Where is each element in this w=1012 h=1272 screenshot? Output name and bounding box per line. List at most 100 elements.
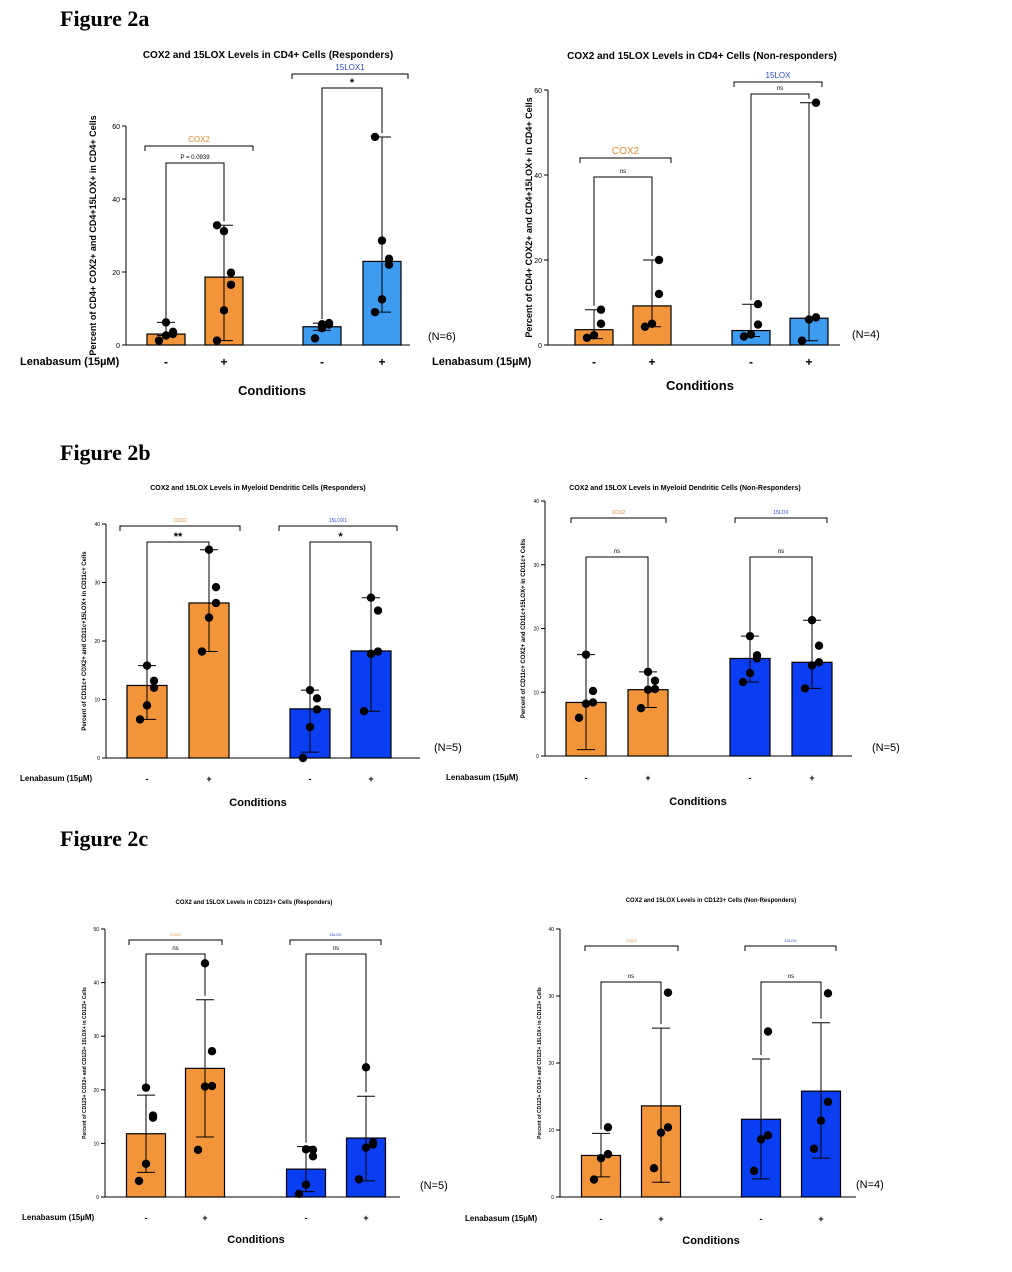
comparison-bracket: [749, 556, 813, 633]
y-tick-label: 30: [93, 1034, 99, 1040]
data-point: [603, 1149, 613, 1159]
y-tick-label: 10: [94, 698, 100, 704]
y-tick-label: 40: [533, 499, 539, 505]
data-point: [148, 1111, 158, 1120]
x-category-label: -: [309, 774, 312, 784]
x-category-label: +: [378, 355, 385, 369]
chart-panel-6: COX2 and 15LOX Levels in CD123+ Cells (N…: [465, 898, 884, 1247]
data-point: [366, 593, 376, 602]
x-category-label: +: [818, 1214, 823, 1224]
y-tick-label: 0: [536, 754, 539, 760]
y-tick-label: 60: [112, 124, 120, 131]
lenabasum-row-label: Lenabasum (15µM): [446, 773, 519, 782]
y-tick-label: 40: [534, 173, 542, 180]
data-point: [647, 319, 657, 328]
data-point: [373, 647, 383, 656]
x-axis-label: Conditions: [229, 797, 286, 809]
data-point: [636, 703, 646, 713]
lenabasum-row-label: Lenabasum (15µM): [20, 356, 120, 368]
significance-label: ns: [333, 946, 339, 952]
data-point: [814, 658, 824, 667]
data-point: [763, 1131, 773, 1140]
data-point: [589, 331, 599, 340]
y-tick-label: 40: [548, 927, 554, 933]
data-point: [226, 280, 236, 289]
data-point: [200, 1082, 210, 1091]
significance-label: ns: [628, 974, 634, 980]
data-point: [193, 1145, 203, 1155]
data-point: [811, 98, 821, 107]
data-point: [656, 1128, 666, 1137]
y-tick-label: 0: [96, 1195, 99, 1201]
y-tick-label: 40: [112, 197, 120, 204]
group-label: 15LOX1: [329, 518, 348, 524]
data-point: [650, 684, 660, 694]
data-point: [149, 676, 159, 685]
lenabasum-row-label: Lenabasum (15µM): [465, 1214, 538, 1223]
data-point: [149, 683, 159, 692]
n-label: (N=5): [434, 742, 462, 754]
data-point: [581, 699, 591, 708]
figure-2a-title: Figure 2a: [60, 6, 150, 31]
data-point: [797, 336, 807, 345]
chart-panel-5: COX2 and 15LOX Levels in CD123+ Cells (R…: [22, 900, 448, 1246]
x-category-label: +: [202, 1213, 207, 1223]
comparison-bracket: [585, 556, 649, 668]
x-axis-label: Conditions: [238, 383, 306, 398]
data-point: [168, 327, 178, 337]
group-bracket: [291, 73, 409, 79]
y-axis-label: Percent of CD4+ COX2+ and CD4+15LOX+ in …: [524, 97, 534, 337]
data-point: [581, 650, 591, 659]
significance-label: **: [174, 531, 183, 543]
data-point: [142, 661, 152, 670]
data-point: [596, 319, 606, 328]
data-point: [753, 300, 763, 309]
comparison-bracket: [600, 981, 662, 1130]
y-tick-label: 20: [548, 1061, 554, 1067]
n-label: (N=6): [428, 331, 456, 343]
data-point: [809, 1144, 819, 1153]
data-point: [596, 1153, 606, 1163]
data-point: [589, 1175, 599, 1184]
data-point: [301, 1180, 311, 1189]
y-axis-label: Percent of CD123+ COX2+ and CD123+ 15LOX…: [82, 987, 88, 1139]
data-point: [204, 545, 214, 554]
y-tick-label: 20: [94, 639, 100, 645]
chart-panel-2: COX2 and 15LOX Levels in CD4+ Cells (Non…: [432, 51, 880, 393]
group-bracket: [289, 939, 382, 945]
data-point: [161, 331, 171, 340]
figure-2b-title: Figure 2b: [60, 440, 151, 465]
group-bracket: [744, 945, 837, 951]
chart-panel-4: COX2 and 15LOX Levels in Myeloid Dendrit…: [446, 485, 900, 808]
x-category-label: -: [146, 774, 149, 784]
y-tick-label: 0: [551, 1195, 554, 1201]
chart-panel-1: COX2 and 15LOX Levels in CD4+ Cells (Res…: [20, 50, 456, 398]
significance-label: *: [338, 531, 343, 543]
group-label: 15LOX: [329, 932, 342, 937]
y-tick-label: 20: [112, 270, 120, 277]
group-bracket: [733, 81, 823, 87]
data-point: [756, 1135, 766, 1144]
data-point: [654, 255, 664, 265]
significance-label: ns: [777, 86, 783, 92]
y-tick-label: 0: [97, 756, 100, 762]
data-point: [219, 306, 229, 315]
group-label: COX2: [612, 146, 640, 157]
data-point: [745, 668, 755, 678]
significance-label: P = 0.0939: [180, 155, 210, 161]
data-point: [823, 989, 833, 998]
data-point: [305, 685, 315, 695]
x-category-label: -: [145, 1213, 148, 1223]
x-axis-label: Conditions: [682, 1235, 739, 1247]
y-axis-label: Percent of CD123+ COX2+ and CD123+ 15LOX…: [537, 987, 543, 1139]
data-point: [749, 1166, 759, 1176]
x-category-label: +: [809, 773, 814, 783]
group-label: COX2: [626, 938, 638, 943]
y-tick-label: 50: [93, 927, 99, 933]
data-point: [640, 322, 650, 331]
data-point: [663, 1123, 673, 1132]
significance-label: *: [350, 77, 355, 89]
data-point: [588, 698, 598, 707]
x-category-label: +: [220, 355, 227, 369]
